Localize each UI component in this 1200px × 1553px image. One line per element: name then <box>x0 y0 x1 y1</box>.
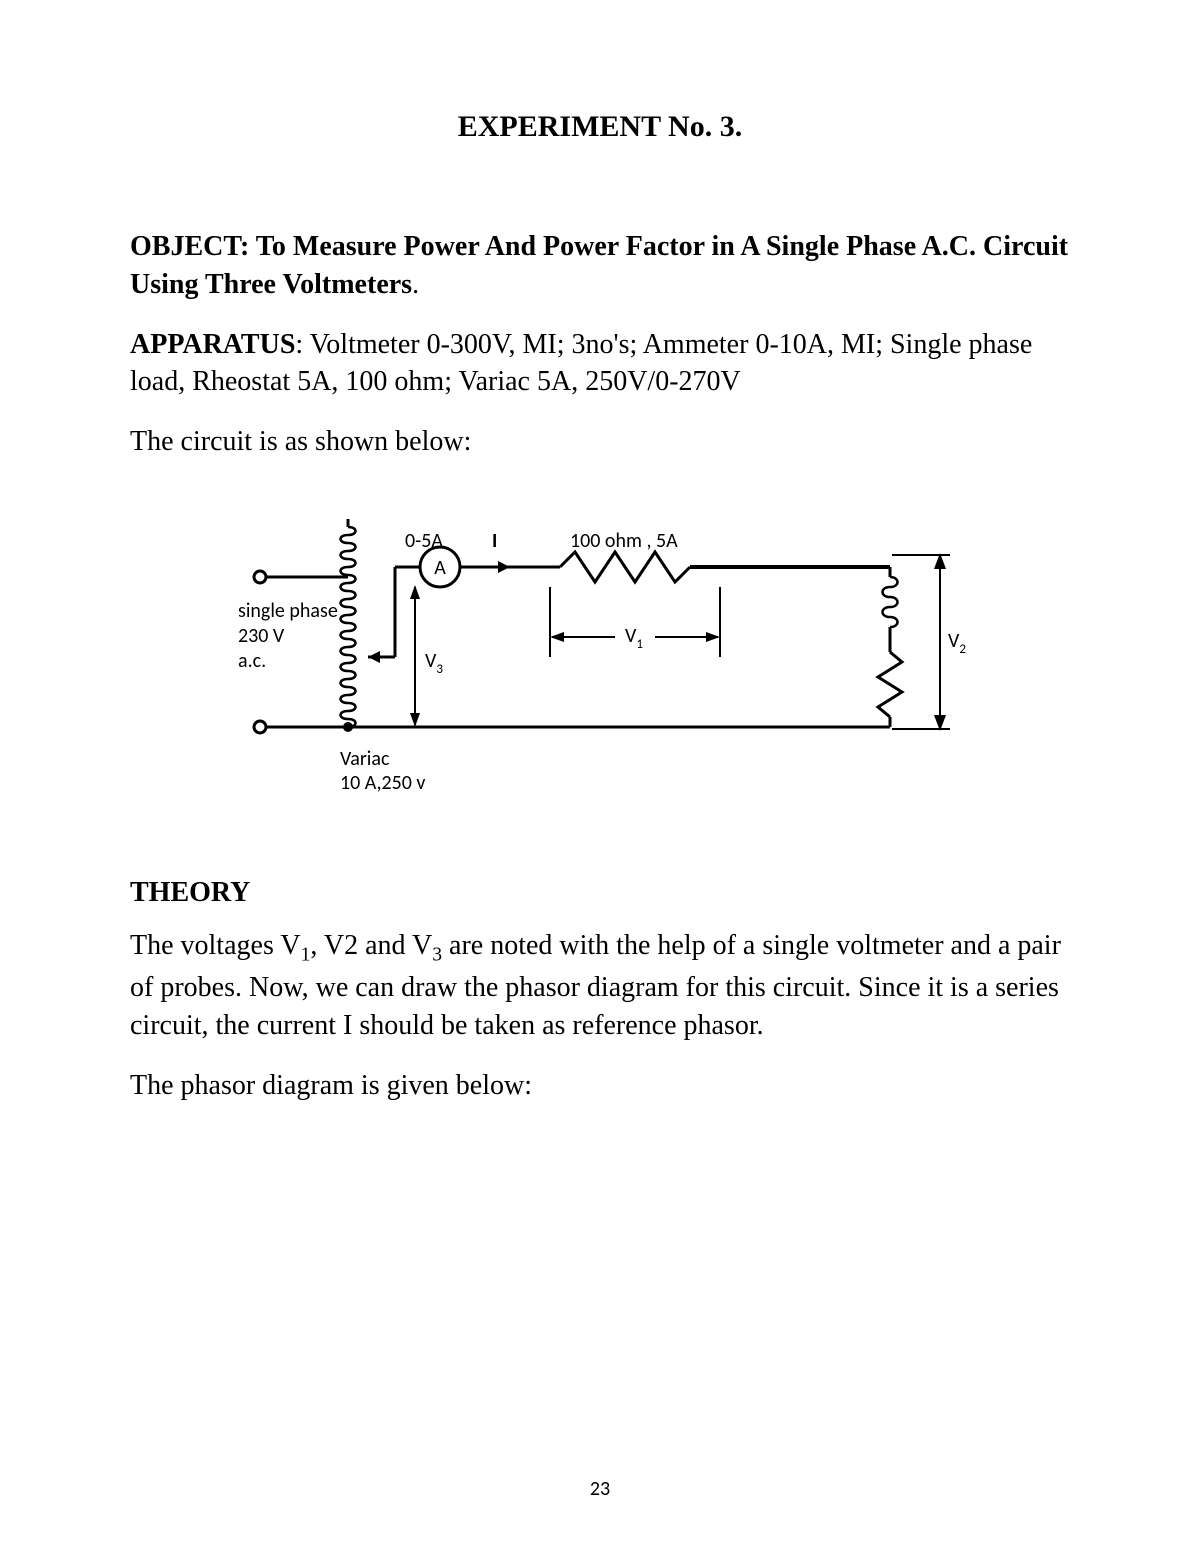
load-resistor <box>878 652 902 717</box>
theory-heading: THEORY <box>130 877 1070 909</box>
ammeter-range-label: 0-5A <box>405 529 443 553</box>
node-dot <box>343 722 353 732</box>
theory-paragraph-2: The phasor diagram is given below: <box>130 1067 1070 1105</box>
page: EXPERIMENT No. 3. OBJECT: To Measure Pow… <box>0 0 1200 1553</box>
ammeter-letter: A <box>434 556 446 580</box>
subscript-1: 1 <box>301 945 311 966</box>
v3-arrow-down <box>410 713 420 727</box>
page-number: 23 <box>0 1477 1200 1501</box>
wiper-arrowhead <box>368 651 380 663</box>
object-period: . <box>412 269 419 300</box>
object-text: To Measure Power And Power Factor in A S… <box>130 231 1068 300</box>
source-label-3: a.c. <box>238 649 266 673</box>
source-label-2: 230 V <box>238 624 285 648</box>
subscript-3: 3 <box>432 945 442 966</box>
variac-label-2: 10 A,250 v <box>340 771 425 795</box>
terminal-top <box>254 571 266 583</box>
variac-coil <box>341 527 356 727</box>
load-coil <box>883 577 898 627</box>
apparatus-label: APPARATUS <box>130 329 295 360</box>
theory-text: The voltages V <box>130 930 301 961</box>
terminal-bottom <box>254 721 266 733</box>
v3-arrow-up <box>410 585 420 599</box>
circuit-intro: The circuit is as shown below: <box>130 423 1070 461</box>
v3-label: V3 <box>425 649 443 677</box>
experiment-title: EXPERIMENT No. 3. <box>130 110 1070 144</box>
theory-text: , V2 and V <box>310 930 432 961</box>
theory-paragraph-1: The voltages V1, V2 and V3 are noted wit… <box>130 927 1070 1045</box>
apparatus-section: APPARATUS: Voltmeter 0-300V, MI; 3no's; … <box>130 326 1070 402</box>
current-arrowhead <box>498 561 510 573</box>
resistor-label: 100 ohm , 5A <box>570 529 678 553</box>
v1-arrow-right <box>706 632 720 642</box>
object-label: OBJECT: <box>130 231 256 262</box>
object-section: OBJECT: To Measure Power And Power Facto… <box>130 228 1070 304</box>
current-label: I <box>492 529 497 553</box>
source-label-1: single phase <box>238 599 338 623</box>
circuit-diagram-container: A V3 <box>130 507 1070 807</box>
resistor <box>560 552 690 582</box>
circuit-diagram: A V3 <box>230 507 970 807</box>
v2-label: V2 <box>948 629 966 657</box>
variac-label-1: Variac <box>340 747 390 771</box>
v1-arrow-left <box>550 632 564 642</box>
